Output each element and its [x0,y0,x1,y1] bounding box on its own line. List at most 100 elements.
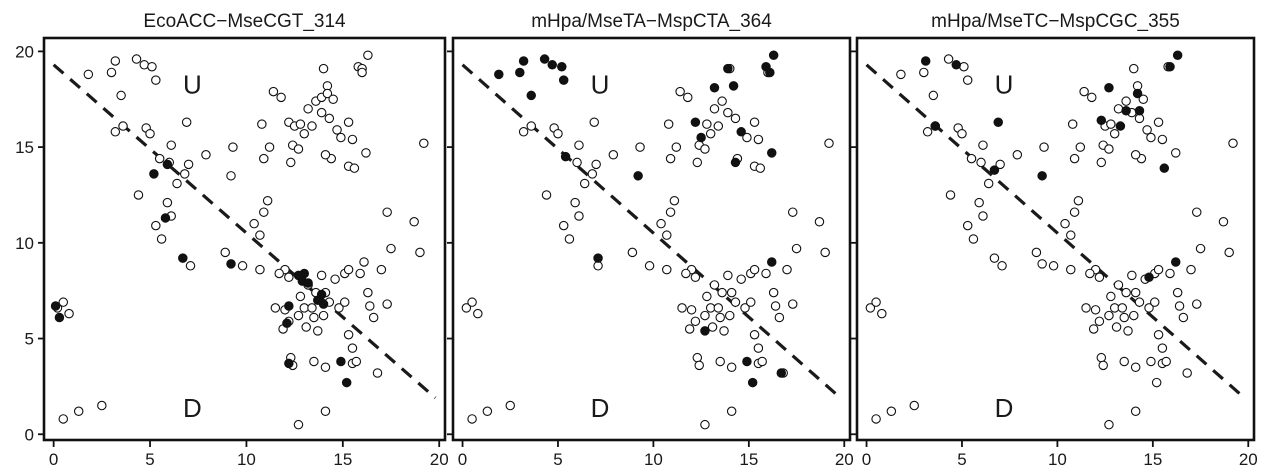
data-point-open [749,264,760,275]
region-label-up: U [591,70,610,100]
data-point-open [1088,324,1099,334]
data-point-open [467,297,477,307]
data-point-open [467,414,477,424]
data-point-open [1170,148,1181,158]
data-point-open [587,169,598,179]
data-point-open [1081,303,1091,313]
data-point-open [726,287,737,298]
data-point-open [299,303,310,313]
data-point-open [791,243,802,254]
data-point-open [419,138,429,149]
data-point-open [110,56,121,66]
data-point-open [505,400,516,411]
data-point-open [957,128,967,139]
data-point-open [343,117,354,127]
data-point-filled [539,54,550,64]
data-point-open [1146,356,1156,367]
data-point-open [330,274,340,284]
data-point-open [692,352,703,363]
data-point-open [1104,310,1114,321]
region-label-up: U [183,70,202,100]
region-label-down: D [183,393,202,423]
data-point-open [591,159,601,170]
data-point-open [1228,138,1238,149]
data-point-open [1012,150,1023,160]
data-point-open [1130,287,1141,298]
data-point-open [713,303,724,313]
plot-frame [451,36,852,442]
data-point-open [1060,218,1070,229]
data-point-open [974,197,984,208]
data-point-filled [633,171,643,181]
data-point-open [644,261,655,271]
data-point-open [787,299,798,309]
divider-line [52,63,437,400]
data-point-open [665,153,676,164]
data-point-open [83,69,94,80]
data-point-open [226,171,236,181]
data-point-filled [730,157,741,168]
x-tick-label: 10 [1048,450,1067,469]
data-point-open [151,220,161,231]
scatter-panel: mHpa/MseTC−MspCGC_355 U D 0 5 10 15 20 [851,11,1258,469]
data-point-open [1075,142,1086,152]
data-point-open [270,303,281,313]
data-point-open [589,117,599,127]
panel-title: mHpa/MseTA−MspCTA_364 [531,11,772,32]
data-point-open [320,362,331,373]
data-point-open [151,75,161,85]
y-tick-label: 0 [25,425,34,444]
data-point-filled [728,81,739,91]
data-point-open [662,230,672,240]
data-point-open [316,270,327,281]
data-point-open [268,86,279,97]
data-point-open [286,157,296,168]
data-point-open [871,414,881,424]
data-point-open [736,274,746,284]
data-point-open [58,297,69,307]
data-point-open [482,406,493,417]
data-point-open [332,125,342,135]
data-point-open [259,153,269,164]
data-point-open [962,220,973,231]
data-point-open [726,362,737,373]
data-point-open [328,94,338,105]
data-point-filled [593,253,603,263]
data-point-open [139,60,150,70]
data-point-open [702,119,712,129]
data-point-open [1067,119,1078,129]
data-point-filled [766,148,777,158]
data-point-open [608,150,619,160]
data-point-open [415,247,425,258]
data-point-filled [518,56,529,66]
data-point-filled [1144,272,1154,283]
x-tick-label: 0 [49,450,58,469]
data-point-open [579,178,590,189]
data-point-open [726,406,737,417]
data-point-filled [768,50,779,60]
data-point-open [64,308,74,319]
data-point-open [1094,316,1105,327]
data-point-filled [54,312,65,323]
data-point-open [343,264,354,275]
data-point-open [709,280,720,290]
data-point-filled [920,56,931,66]
data-point-open [133,190,144,200]
data-point-filled [558,75,569,85]
data-point-open [295,291,306,302]
data-point-open [1138,94,1149,105]
data-point-open [1113,104,1124,114]
data-point-open [237,261,248,271]
data-point-open [318,310,329,321]
data-point-open [1066,230,1076,240]
data-point-open [339,297,350,307]
data-point-filled [178,253,188,263]
data-point-open [694,360,704,371]
plot-frame [855,36,1256,442]
data-point-open [1146,132,1156,143]
data-point-open [966,153,977,164]
data-point-open [97,400,107,411]
data-point-open [865,303,876,313]
data-point-open [526,121,537,131]
data-point-open [1048,261,1059,271]
